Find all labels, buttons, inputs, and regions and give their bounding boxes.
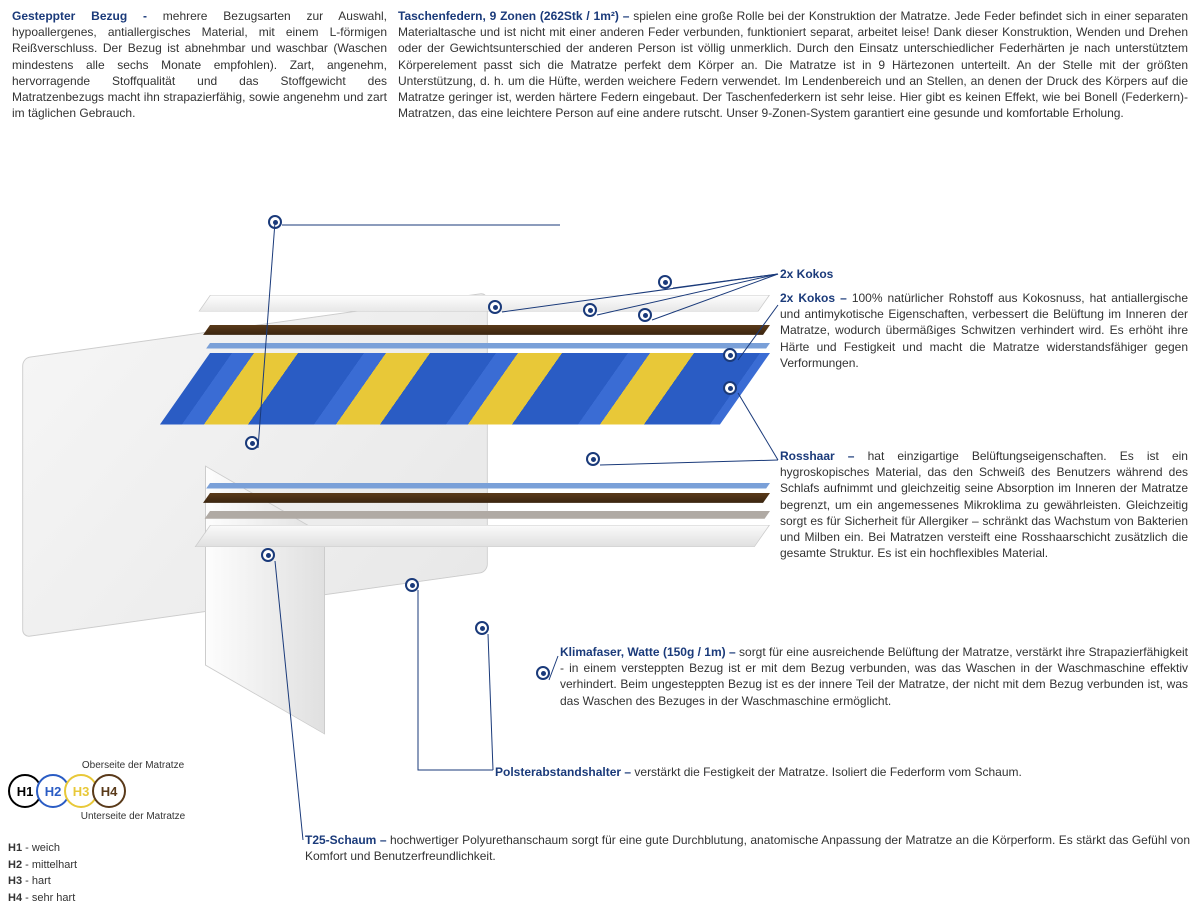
bezug-text: mehrere Bezugsarten zur Auswahl, hypoall… — [12, 9, 387, 120]
rosshaar-title: Rosshaar – — [780, 449, 868, 463]
callout-point — [723, 348, 737, 362]
hardness-bottom-label: Unterseite der Matratze — [58, 811, 208, 822]
kokos-heading: 2x Kokos — [780, 267, 833, 281]
klimafaser-block: Klimafaser, Watte (150g / 1m) – sorgt fü… — [560, 644, 1188, 709]
layer-top-cover — [198, 295, 770, 312]
callout-point — [536, 666, 550, 680]
callout-point — [723, 381, 737, 395]
layer-spacer-bottom — [206, 483, 770, 489]
hardness-item: H1 - weich — [8, 840, 258, 857]
bezug-block: Gesteppter Bezug - mehrere Bezugsarten z… — [12, 8, 387, 121]
layer-foam — [195, 525, 770, 547]
callout-point — [488, 300, 502, 314]
layer-spacer-top — [206, 343, 770, 349]
federn-title: Taschenfedern, 9 Zonen (262Stk / 1m²) – — [398, 9, 633, 23]
polster-block: Polsterabstandshalter – verstärkt die Fe… — [495, 764, 1190, 780]
federn-text: spielen eine große Rolle bei der Konstru… — [398, 9, 1188, 120]
t25-title: T25-Schaum – — [305, 833, 390, 847]
callout-point — [583, 303, 597, 317]
layer-pocket-springs — [160, 353, 770, 425]
callout-point — [405, 578, 419, 592]
hardness-item: H2 - mittelhart — [8, 857, 258, 874]
callout-point — [268, 215, 282, 229]
polster-text: verstärkt die Festigkeit der Matratze. I… — [634, 765, 1021, 779]
layer-kokos-top — [203, 325, 770, 335]
callout-point — [638, 308, 652, 322]
kokos-block: 2x Kokos – 100% natürlicher Rohstoff aus… — [780, 290, 1188, 371]
klimafaser-title: Klimafaser, Watte (150g / 1m) – — [560, 645, 739, 659]
callout-point — [245, 436, 259, 450]
layer-kokos-bottom — [203, 493, 770, 503]
callout-point — [261, 548, 275, 562]
hardness-item: H3 - hart — [8, 873, 258, 890]
rosshaar-block: Rosshaar – hat einzigartige Belüftungsei… — [780, 448, 1188, 561]
t25-text: hochwertiger Polyurethanschaum sorgt für… — [305, 833, 1190, 863]
layer-fiber — [205, 511, 770, 519]
hardness-list: H1 - weichH2 - mittelhartH3 - hartH4 - s… — [8, 840, 258, 906]
rosshaar-text: hat einzigartige Belüftungseigenschaften… — [780, 449, 1188, 560]
hardness-item: H4 - sehr hart — [8, 890, 258, 907]
callout-point — [475, 621, 489, 635]
polster-title: Polsterabstandshalter – — [495, 765, 634, 779]
federn-block: Taschenfedern, 9 Zonen (262Stk / 1m²) – … — [398, 8, 1188, 121]
hardness-circle-h4: H4 — [92, 774, 126, 808]
mattress-cutaway — [210, 295, 770, 675]
hardness-legend: Oberseite der Matratze H1H2H3H4 Untersei… — [8, 760, 258, 906]
t25-block: T25-Schaum – hochwertiger Polyurethansch… — [305, 832, 1190, 864]
callout-point — [658, 275, 672, 289]
hardness-top-label: Oberseite der Matratze — [58, 760, 208, 771]
callout-point — [586, 452, 600, 466]
hardness-circles: H1H2H3H4 — [8, 774, 258, 808]
bezug-title: Gesteppter Bezug - — [12, 9, 163, 23]
kokos-title: 2x Kokos – — [780, 291, 852, 305]
